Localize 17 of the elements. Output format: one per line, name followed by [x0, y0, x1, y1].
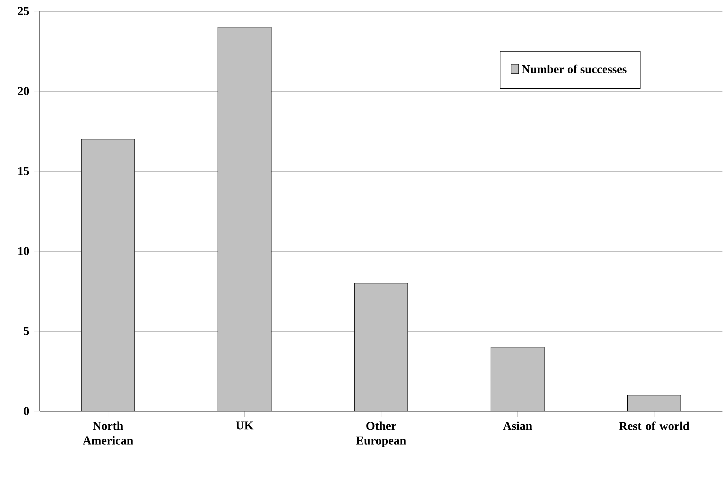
bar — [354, 283, 408, 412]
x-tick-label: Rest of world — [619, 422, 690, 430]
legend-label: Number of successes — [522, 64, 627, 74]
y-tick-label: 5 — [24, 327, 30, 336]
y-tick-label: 15 — [18, 167, 30, 176]
y-tick-label: 10 — [18, 247, 30, 256]
x-tick-label: UK — [236, 422, 254, 430]
y-tick-label: 20 — [18, 87, 30, 96]
x-tick-label: North American — [83, 422, 134, 445]
x-tick-label: Asian — [503, 422, 532, 430]
y-tick-label: 0 — [24, 407, 30, 416]
y-tick-label: 25 — [18, 7, 30, 16]
x-tick-label: Other European — [356, 422, 406, 448]
bar — [627, 395, 682, 412]
bar — [490, 347, 545, 412]
bar — [81, 139, 136, 412]
bar — [218, 27, 272, 412]
